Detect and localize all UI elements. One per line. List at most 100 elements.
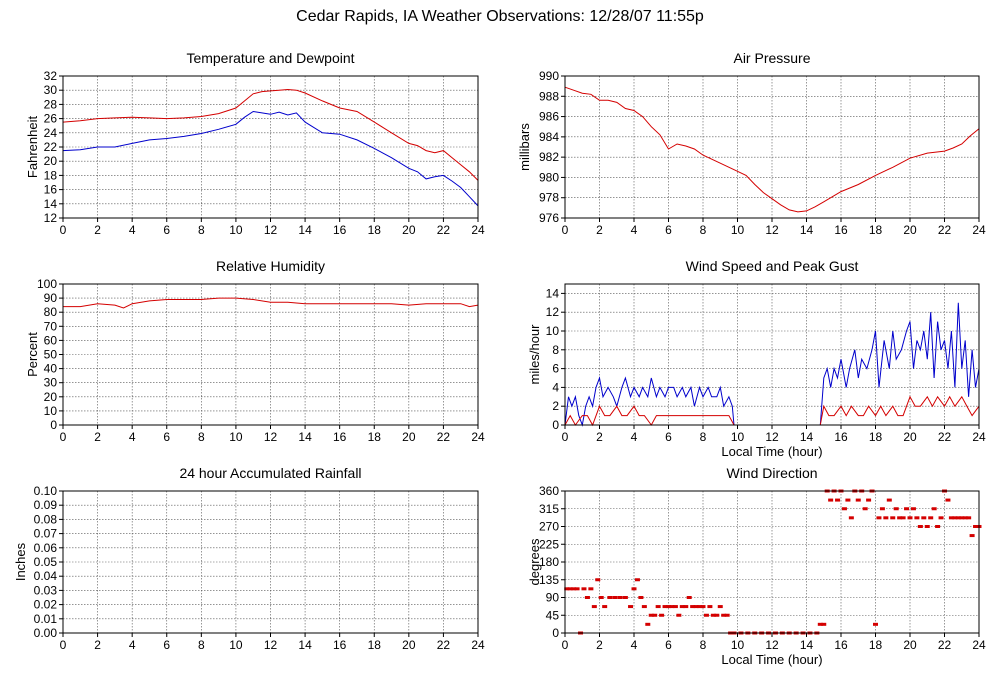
y-axis-label: degrees: [527, 538, 542, 585]
chart-title: Air Pressure: [733, 50, 810, 66]
x-tick-label: 20: [402, 638, 416, 652]
y-tick-label: 0.06: [34, 541, 58, 555]
y-tick-label: 0: [50, 418, 57, 432]
data-point: [962, 516, 968, 520]
x-tick-label: 2: [94, 430, 101, 444]
x-tick-label: 20: [402, 430, 416, 444]
data-point: [662, 605, 668, 609]
y-tick-label: 30: [44, 376, 58, 390]
y-tick-label: 0.00: [34, 626, 58, 640]
x-tick-label: 24: [471, 223, 485, 237]
y-tick-label: 360: [539, 484, 559, 498]
data-point: [845, 498, 851, 502]
data-point: [904, 507, 910, 511]
chart-title: Wind Direction: [726, 465, 817, 481]
y-tick-label: 980: [539, 170, 559, 184]
x-tick-label: 24: [471, 430, 485, 444]
y-tick-label: 978: [539, 191, 559, 205]
x-tick-label: 6: [665, 223, 672, 237]
y-tick-label: 80: [44, 305, 58, 319]
data-point: [907, 516, 913, 520]
data-point: [707, 605, 713, 609]
x-tick-label: 12: [264, 638, 278, 652]
y-tick-label: 135: [539, 573, 559, 587]
x-tick-label: 12: [264, 223, 278, 237]
y-tick-label: 0.05: [34, 555, 58, 569]
y-tick-label: 982: [539, 150, 559, 164]
x-axis-label: Local Time (hour): [721, 444, 822, 459]
data-point: [693, 605, 699, 609]
chart-temp: 0 2 4 6 8 10 12 14 16 18 20 22 241214161820222426283…: [25, 50, 485, 237]
data-point: [821, 622, 827, 626]
x-tick-label: 0: [60, 638, 67, 652]
y-tick-label: 100: [37, 277, 57, 291]
x-tick-label: 12: [765, 223, 779, 237]
data-point: [914, 516, 920, 520]
x-tick-label: 8: [700, 223, 707, 237]
chart-humidity: 0 2 4 6 8 10 12 14 16 18 20 22 240102030405060708090…: [25, 258, 485, 444]
y-tick-label: 50: [44, 348, 58, 362]
y-tick-label: 0.08: [34, 512, 58, 526]
y-tick-label: 90: [546, 591, 560, 605]
data-point: [679, 605, 685, 609]
data-point: [641, 605, 647, 609]
data-point: [655, 605, 661, 609]
data-point: [607, 596, 613, 599]
data-point: [567, 587, 573, 591]
x-tick-label: 6: [665, 638, 672, 652]
x-tick-label: 22: [437, 223, 451, 237]
y-tick-label: 8: [552, 343, 559, 357]
data-point: [588, 587, 594, 591]
x-tick-label: 0: [60, 223, 67, 237]
data-point: [897, 516, 903, 520]
data-point: [638, 596, 644, 599]
data-point: [862, 507, 868, 511]
x-tick-label: 2: [94, 638, 101, 652]
y-tick-label: 12: [546, 305, 560, 319]
data-point: [848, 516, 854, 520]
y-axis-label: millibars: [517, 123, 532, 171]
data-point: [876, 516, 882, 520]
page-title: Cedar Rapids, IA Weather Observations: 1…: [296, 8, 704, 25]
x-tick-label: 12: [765, 638, 779, 652]
x-tick-label: 18: [869, 223, 883, 237]
x-tick-label: 16: [333, 638, 347, 652]
x-tick-label: 8: [198, 638, 205, 652]
x-tick-label: 0: [60, 430, 67, 444]
data-point: [602, 605, 608, 609]
x-tick-label: 12: [264, 430, 278, 444]
data-point: [598, 596, 604, 599]
y-tick-label: 0: [552, 418, 559, 432]
x-tick-label: 0: [562, 638, 569, 652]
data-point: [893, 507, 899, 511]
x-tick-label: 14: [298, 638, 312, 652]
y-tick-label: 26: [44, 112, 58, 126]
x-tick-label: 16: [834, 430, 848, 444]
data-point: [686, 596, 692, 599]
y-tick-label: 180: [539, 555, 559, 569]
x-tick-label: 10: [229, 638, 243, 652]
y-tick-label: 22: [44, 140, 58, 154]
x-tick-label: 14: [298, 430, 312, 444]
y-tick-label: 988: [539, 89, 559, 103]
x-tick-label: 14: [298, 223, 312, 237]
data-point: [835, 498, 841, 502]
y-tick-label: 20: [44, 154, 58, 168]
y-tick-label: 60: [44, 333, 58, 347]
y-tick-label: 0.04: [34, 569, 58, 583]
data-point: [900, 516, 906, 520]
x-tick-label: 10: [731, 638, 745, 652]
data-point: [817, 622, 823, 626]
y-tick-label: 30: [44, 83, 58, 97]
x-tick-label: 2: [596, 223, 603, 237]
y-tick-label: 20: [44, 390, 58, 404]
x-tick-label: 22: [437, 430, 451, 444]
data-point: [622, 596, 628, 599]
chart-title: Temperature and Dewpoint: [186, 50, 354, 66]
x-tick-label: 6: [665, 430, 672, 444]
y-tick-label: 24: [44, 126, 58, 140]
chart-title: Wind Speed and Peak Gust: [686, 258, 859, 274]
data-point: [886, 498, 892, 502]
x-tick-label: 22: [938, 638, 952, 652]
x-tick-label: 2: [596, 430, 603, 444]
